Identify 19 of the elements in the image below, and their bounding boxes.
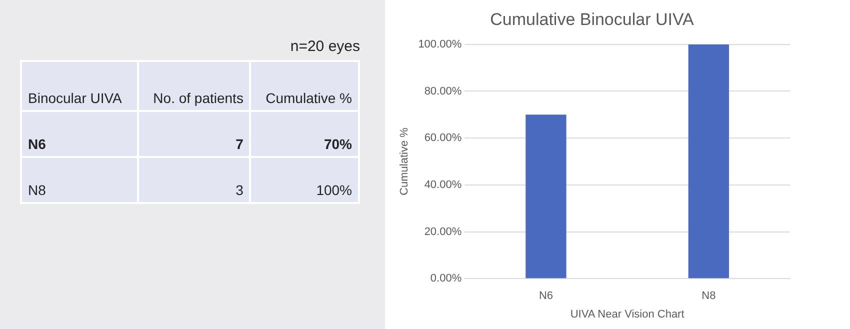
y-tick-label: 60.00% [424, 132, 462, 144]
category-label: N8 [21, 157, 138, 203]
y-axis-title: Cumulative % [398, 127, 411, 196]
text: n=20 eyes [289, 38, 360, 55]
data-label: 100% [250, 157, 359, 203]
y-tick-label: 20.00% [424, 226, 462, 238]
x-axis-title: UIVA Near Vision Chart [570, 308, 684, 320]
y-tick-label: 80.00% [424, 85, 462, 98]
category-label: N6 [21, 111, 138, 157]
y-tick-label: 0.00% [430, 272, 462, 285]
chart-title: Cumulative Binocular UIVA [490, 10, 695, 29]
data-label: 7 [138, 111, 250, 157]
data-label: 3 [138, 157, 250, 203]
data-label: 70% [250, 111, 359, 157]
y-tick-label: 100.00% [418, 38, 462, 50]
text: Binocular UIVA [21, 61, 138, 111]
series-label: Cumulative % [250, 61, 359, 111]
y-tick-label: 40.00% [424, 178, 462, 191]
series-label: No. of patients [138, 61, 250, 111]
